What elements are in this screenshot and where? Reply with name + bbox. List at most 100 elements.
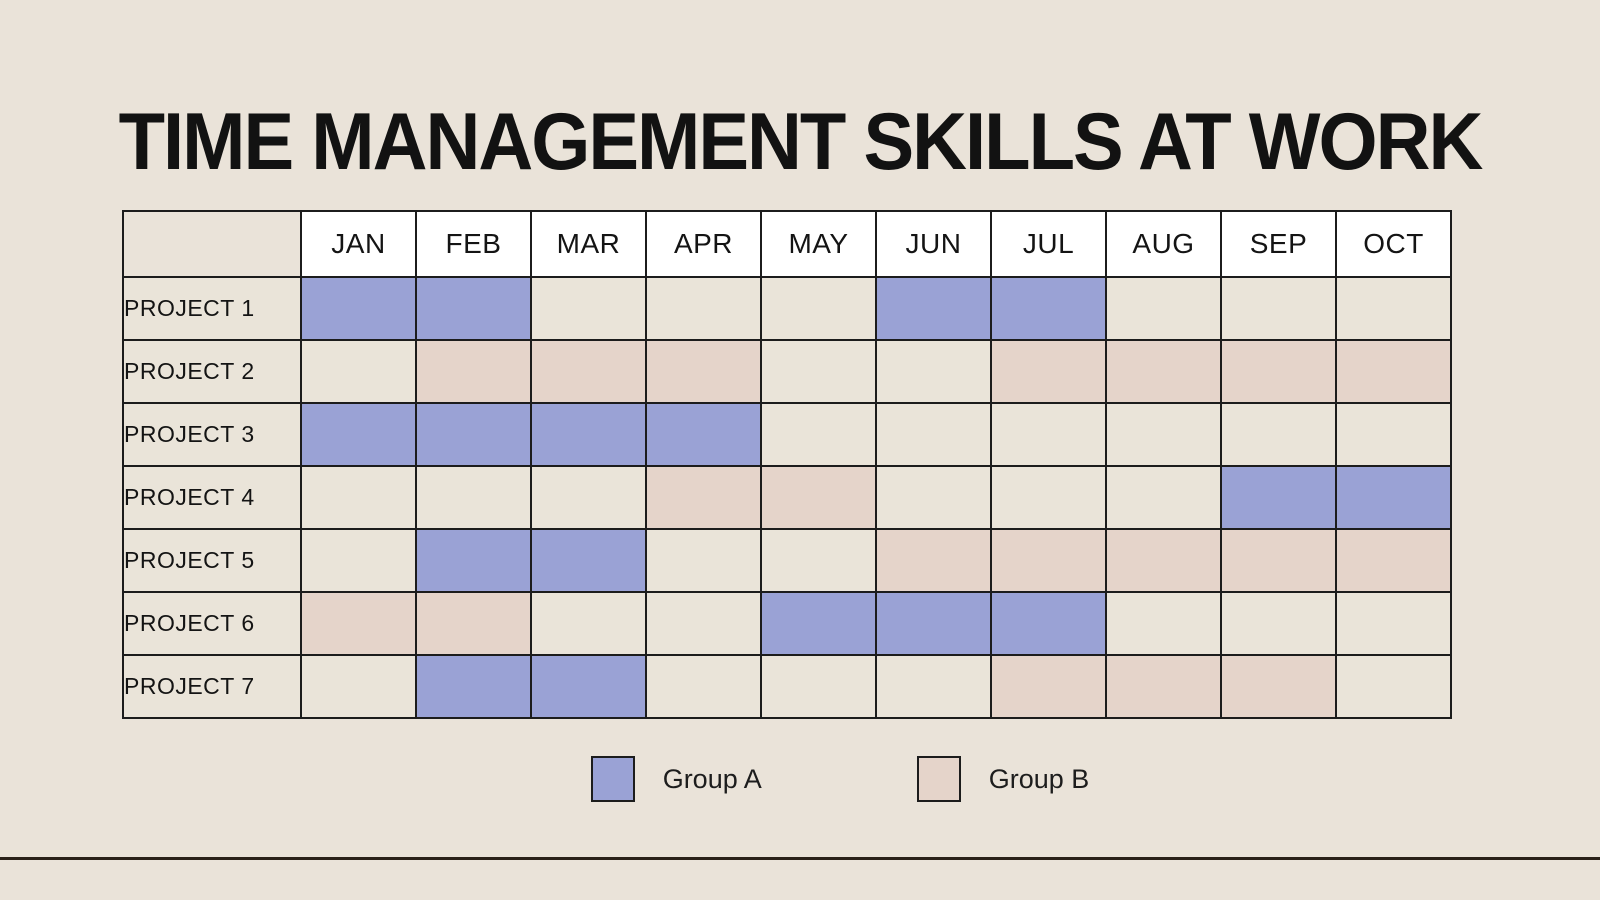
gantt-cell-group-a	[415, 528, 532, 593]
month-header-cell: MAR	[530, 210, 647, 278]
month-header-cell: JUL	[990, 210, 1107, 278]
legend-swatch-group-a	[590, 756, 635, 802]
month-header-cell: JAN	[300, 210, 417, 278]
month-header-cell: JUN	[875, 210, 992, 278]
gantt-cell-group-a	[415, 402, 532, 467]
project-row: PROJECT 7	[122, 654, 1452, 719]
gantt-cell-group-b	[1220, 654, 1337, 719]
legend-label-group-a: Group A	[662, 763, 762, 794]
project-row: PROJECT 2	[122, 339, 1452, 404]
gantt-cell-group-b	[530, 339, 647, 404]
gantt-cell-group-b	[990, 339, 1107, 404]
gantt-cell-group-a	[1335, 465, 1452, 530]
month-header-cell: APR	[645, 210, 762, 278]
gantt-cell-empty	[760, 654, 877, 719]
gantt-cell-group-b	[1220, 339, 1337, 404]
gantt-cell-empty	[875, 339, 992, 404]
project-row: PROJECT 3	[122, 402, 1452, 467]
gantt-table: JAN FEB MAR APR MAY JUN JUL AUG SEP OCT PROJECT 1…	[122, 210, 1452, 719]
gantt-cell-empty	[1335, 402, 1452, 467]
gantt-cell-empty	[1105, 465, 1222, 530]
gantt-cell-group-b	[875, 528, 992, 593]
gantt-cell-empty	[645, 654, 762, 719]
gantt-cell-empty	[300, 528, 417, 593]
gantt-cell-empty	[1105, 276, 1222, 341]
gantt-cell-group-a	[875, 276, 992, 341]
legend-item-group-a: Group A	[590, 756, 762, 802]
gantt-cell-group-a	[530, 402, 647, 467]
gantt-cell-empty	[530, 465, 647, 530]
gantt-cell-empty	[760, 276, 877, 341]
gantt-cell-group-b	[1105, 528, 1222, 593]
legend-label-group-b: Group B	[988, 763, 1090, 794]
gantt-cell-group-b	[1335, 339, 1452, 404]
project-label-cell: PROJECT 6	[122, 591, 302, 656]
gantt-cell-empty	[875, 465, 992, 530]
month-header-cell: AUG	[1105, 210, 1222, 278]
project-label-cell: PROJECT 2	[122, 339, 302, 404]
gantt-cell-group-b	[415, 339, 532, 404]
gantt-cell-empty	[1220, 591, 1337, 656]
month-header-cell: FEB	[415, 210, 532, 278]
month-header-cell: OCT	[1335, 210, 1452, 278]
gantt-cell-group-b	[1220, 528, 1337, 593]
gantt-cell-group-a	[875, 591, 992, 656]
gantt-cell-empty	[300, 654, 417, 719]
gantt-cell-group-a	[300, 402, 417, 467]
gantt-cell-empty	[990, 402, 1107, 467]
gantt-cell-group-b	[1335, 528, 1452, 593]
project-row: PROJECT 6	[122, 591, 1452, 656]
legend-item-group-b: Group B	[916, 756, 1090, 802]
page-title: TIME MANAGEMENT SKILLS AT WORK	[118, 97, 1484, 188]
gantt-cell-group-a	[530, 654, 647, 719]
gantt-cell-group-a	[300, 276, 417, 341]
gantt-cell-empty	[1335, 654, 1452, 719]
gantt-cell-empty	[1105, 402, 1222, 467]
gantt-cell-empty	[300, 465, 417, 530]
bottom-divider	[0, 857, 1600, 860]
gantt-cell-group-a	[990, 591, 1107, 656]
project-row: PROJECT 5	[122, 528, 1452, 593]
gantt-cell-group-a	[415, 276, 532, 341]
gantt-cell-empty	[645, 591, 762, 656]
gantt-body: PROJECT 1 PROJECT 2 PROJECT 3 PROJECT 4 PROJ…	[122, 276, 1452, 719]
gantt-cell-empty	[645, 528, 762, 593]
gantt-cell-empty	[990, 465, 1107, 530]
gantt-cell-empty	[1335, 591, 1452, 656]
gantt-cell-empty	[1335, 276, 1452, 341]
legend: Group A Group B	[40, 756, 1600, 802]
gantt-cell-empty	[760, 528, 877, 593]
gantt-cell-group-b	[415, 591, 532, 656]
gantt-cell-group-a	[990, 276, 1107, 341]
gantt-cell-empty	[875, 654, 992, 719]
gantt-cell-empty	[530, 276, 647, 341]
gantt-cell-empty	[415, 465, 532, 530]
month-header-cell: SEP	[1220, 210, 1337, 278]
project-row: PROJECT 4	[122, 465, 1452, 530]
project-row: PROJECT 1	[122, 276, 1452, 341]
gantt-cell-empty	[1105, 591, 1222, 656]
gantt-cell-empty	[1220, 276, 1337, 341]
gantt-cell-group-a	[645, 402, 762, 467]
gantt-cell-empty	[530, 591, 647, 656]
gantt-cell-group-b	[645, 339, 762, 404]
gantt-cell-group-b	[1105, 654, 1222, 719]
gantt-cell-group-b	[990, 654, 1107, 719]
project-label-cell: PROJECT 7	[122, 654, 302, 719]
project-label-cell: PROJECT 4	[122, 465, 302, 530]
gantt-cell-empty	[1220, 402, 1337, 467]
month-header-cell: MAY	[760, 210, 877, 278]
gantt-cell-group-b	[1105, 339, 1222, 404]
project-label-cell: PROJECT 1	[122, 276, 302, 341]
gantt-cell-group-a	[415, 654, 532, 719]
gantt-cell-empty	[760, 339, 877, 404]
gantt-cell-group-a	[1220, 465, 1337, 530]
gantt-cell-empty	[875, 402, 992, 467]
project-label-cell: PROJECT 3	[122, 402, 302, 467]
gantt-cell-group-b	[990, 528, 1107, 593]
month-header-row: JAN FEB MAR APR MAY JUN JUL AUG SEP OCT	[122, 210, 1452, 278]
gantt-cell-group-b	[645, 465, 762, 530]
gantt-cell-group-b	[300, 591, 417, 656]
gantt-cell-empty	[300, 339, 417, 404]
gantt-cell-empty	[760, 402, 877, 467]
